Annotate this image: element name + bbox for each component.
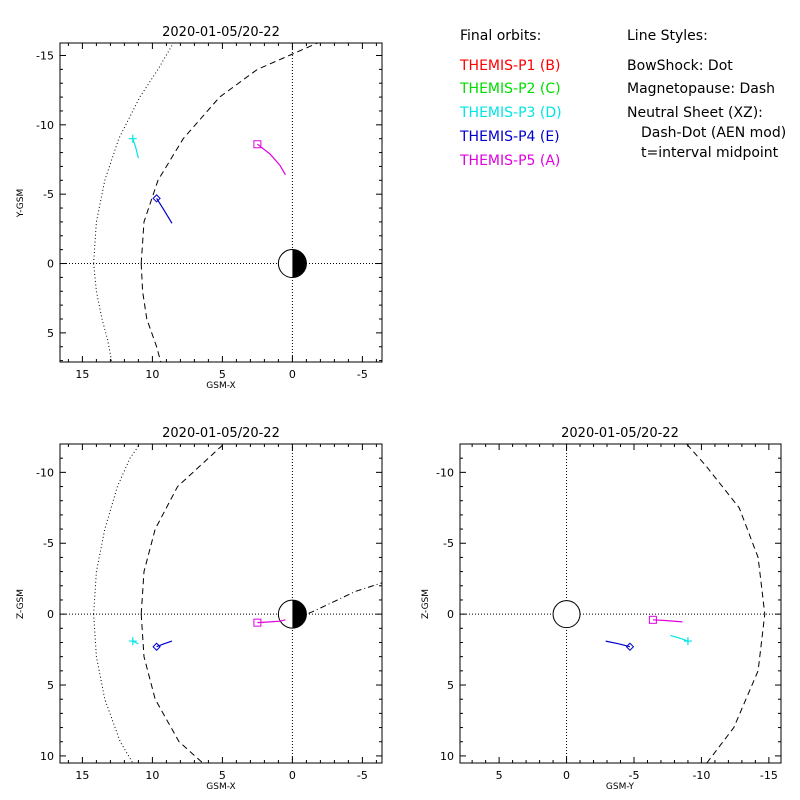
xz-magnetopause-lower: [140, 444, 225, 615]
panel-xz-xlabel: GSM-X: [206, 782, 235, 792]
legend-orbit-p5: THEMIS-P5 (A): [459, 153, 560, 169]
xy-earth-night-side: [292, 249, 307, 278]
xz-series-2-marker-diamond: [152, 642, 161, 651]
legend-styles-title: Line Styles:: [627, 28, 708, 44]
xy-xtick-label: 15: [75, 368, 89, 381]
xz-xtick-label: -5: [357, 769, 368, 782]
panel-xy-marks: [60, 43, 382, 362]
panel-xy: 2020-01-05/20-22 GSM-X Y-GSM 15 10 5 0 -5 -15…: [16, 25, 383, 391]
panel-yz-frame: [459, 443, 782, 764]
legend-style-bowshock: BowShock: Dot: [627, 58, 733, 74]
xz-ytick-label: 10: [40, 750, 54, 763]
legend-orbits-title: Final orbits:: [460, 28, 541, 44]
xz-bow-shock-lower: [93, 444, 141, 615]
panel-xy-ticks: 15 10 5 0 -5 -15 -10 -5 0 5: [36, 43, 382, 381]
panel-xy-title: 2020-01-05/20-22: [162, 25, 280, 40]
legend-style-midpoint: t=interval midpoint: [641, 145, 779, 161]
legend-style-dashdot: Dash-Dot (AEN mod): [641, 125, 786, 141]
panel-yz-xlabel: GSM-Y: [606, 782, 635, 792]
panel-yz-title: 2020-01-05/20-22: [561, 426, 679, 441]
yz-series-1-marker-plus: [683, 637, 692, 646]
yz-plot-area: [460, 444, 781, 763]
xy-series-3-marker-square: [253, 140, 262, 149]
yz-xtick-label: 0: [563, 769, 570, 782]
xy-xtick-label: 10: [145, 368, 159, 381]
legend-style-neutral-sheet: Neutral Sheet (XZ):: [627, 105, 763, 121]
yz-series-2-line: [605, 640, 631, 648]
xy-series-2-marker-diamond: [152, 194, 161, 203]
xy-magnetopause: [140, 43, 318, 264]
xz-ytick-label: 5: [47, 679, 54, 692]
yz-xtick-label: 5: [496, 769, 503, 782]
xz-neutral-sheet: [296, 582, 382, 619]
yz-series-1-line: [670, 634, 689, 642]
yz-magnetopause: [686, 444, 766, 763]
xy-xtick-label: 5: [219, 368, 226, 381]
yz-xtick-label: -10: [692, 769, 710, 782]
yz-ytick-label: 5: [447, 679, 454, 692]
xy-series-1-marker-plus: [128, 134, 137, 143]
xy-bow-shock: [93, 43, 174, 264]
xy-xtick-label: -5: [357, 368, 368, 381]
yz-earth: [552, 600, 581, 629]
xz-xtick-label: 10: [145, 769, 159, 782]
xz-bow-shock: [93, 614, 134, 763]
xy-series-3-line: [257, 143, 286, 176]
xy-plot-area: [60, 43, 382, 362]
panel-yz-ylabel: Z-GSM: [421, 589, 431, 619]
legend-orbit-p4: THEMIS-P4 (E): [459, 129, 560, 145]
xz-xtick-label: 15: [75, 769, 89, 782]
xy-series-2-line: [156, 197, 173, 224]
panel-xz: 2020-01-05/20-22 GSM-X Z-GSM 15 10 5 0 -5 -10…: [16, 426, 383, 792]
xy-ytick-label: -5: [43, 188, 54, 201]
legend-orbit-p3: THEMIS-P3 (D): [459, 105, 562, 121]
yz-ytick-label: -5: [443, 537, 454, 550]
xz-xtick-label: 5: [219, 769, 226, 782]
xz-series-3-line: [257, 619, 286, 624]
panel-xz-ticks: 15 10 5 0 -5 -10 -5 0 5 10: [36, 443, 382, 782]
xz-series-3-marker-square: [253, 618, 262, 627]
xz-series-1-marker-plus: [128, 637, 137, 646]
xy-ytick-label: -10: [36, 119, 54, 132]
xy-magnetopause-lower: [140, 263, 162, 362]
legend-orbit-p1: THEMIS-P1 (B): [459, 58, 560, 74]
panel-yz-marks: [460, 444, 781, 763]
xy-series-1-line: [132, 138, 139, 159]
panel-xy-ylabel: Y-GSM: [16, 189, 26, 218]
panel-xz-frame: [59, 443, 383, 764]
xy-bow-shock-lower: [93, 263, 113, 362]
yz-ytick-label: 10: [440, 750, 454, 763]
yz-xtick-label: -5: [629, 769, 640, 782]
panel-xz-ylabel: Z-GSM: [16, 589, 26, 619]
xz-magnetopause: [140, 614, 204, 763]
yz-series-3-marker-square: [648, 615, 657, 624]
xy-ytick-label: -15: [36, 49, 54, 62]
xz-earth-night-side: [292, 600, 307, 629]
panel-yz: 2020-01-05/20-22 GSM-Y Z-GSM 5 0 -5 -10 -15 -…: [421, 426, 782, 792]
yz-ytick-label: 0: [447, 608, 454, 621]
panel-xy-xlabel: GSM-X: [206, 381, 235, 391]
yz-series-2-marker-diamond: [625, 642, 635, 651]
xz-ytick-label: -10: [36, 466, 54, 479]
xy-xtick-label: 0: [289, 368, 296, 381]
legend-style-magnetopause: Magnetopause: Dash: [627, 81, 775, 97]
yz-series-3-line: [652, 619, 683, 623]
xz-plot-area: [60, 444, 382, 763]
panel-xz-marks: [60, 444, 382, 763]
panel-xy-frame: [59, 42, 383, 363]
xz-ytick-label: -5: [43, 537, 54, 550]
legend-orbit-p2: THEMIS-P2 (C): [459, 81, 561, 97]
xz-ytick-label: 0: [47, 608, 54, 621]
yz-xtick-label: -15: [760, 769, 778, 782]
yz-ytick-label: -10: [436, 466, 454, 479]
legend: Final orbits: THEMIS-P1 (B) THEMIS-P2 (C…: [459, 28, 786, 169]
xz-xtick-label: 0: [289, 769, 296, 782]
panel-xz-title: 2020-01-05/20-22: [162, 426, 280, 441]
xy-ytick-label: 0: [47, 258, 54, 271]
xy-ytick-label: 5: [47, 327, 54, 340]
